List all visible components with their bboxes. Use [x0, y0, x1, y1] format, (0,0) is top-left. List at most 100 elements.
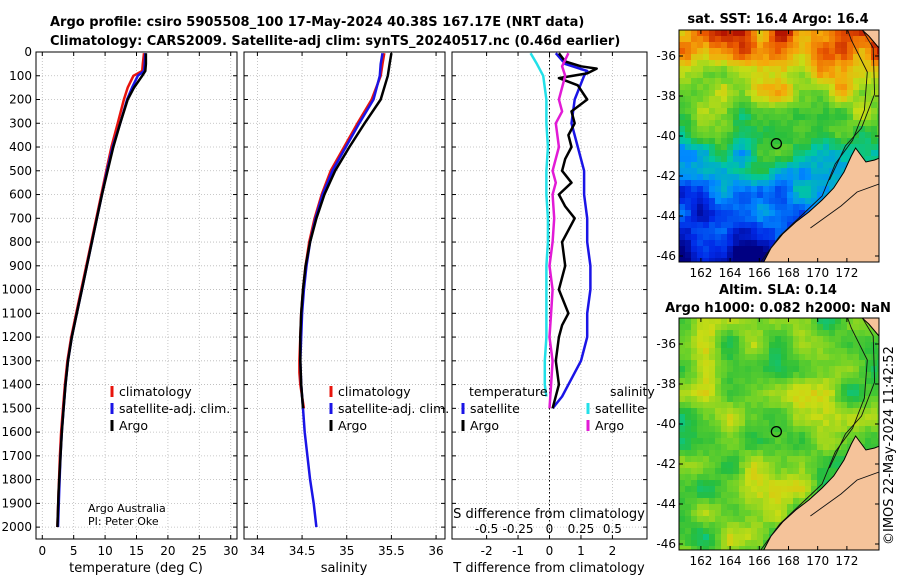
map-cell — [859, 318, 865, 324]
map-cell — [871, 402, 877, 408]
map-cell — [775, 210, 781, 216]
map-cell — [847, 318, 853, 324]
map-cell — [685, 252, 691, 258]
map-cell — [697, 186, 703, 192]
map-cell — [721, 480, 727, 486]
map-cell — [703, 138, 709, 144]
map-cell — [703, 390, 709, 396]
map-cell — [703, 522, 709, 528]
map-cell — [709, 90, 715, 96]
map-cell — [727, 348, 733, 354]
map-cell — [835, 168, 841, 174]
map-cell — [691, 114, 697, 120]
map-cell — [733, 84, 739, 90]
map-cell — [805, 450, 811, 456]
map-cell — [823, 60, 829, 66]
map-cell — [877, 84, 879, 90]
map-cell — [823, 30, 829, 36]
map-cell — [799, 120, 805, 126]
map-cell — [781, 336, 787, 342]
map-cell — [775, 468, 781, 474]
map-cell — [709, 342, 715, 348]
legend-climatology-label: climatology — [119, 384, 192, 399]
map-cell — [877, 138, 879, 144]
map-cell — [703, 504, 709, 510]
map-cell — [709, 234, 715, 240]
map-cell — [733, 504, 739, 510]
map-cell — [841, 66, 847, 72]
map-cell — [721, 96, 727, 102]
map-cell — [691, 414, 697, 420]
map-cell — [757, 252, 763, 258]
map-cell — [817, 42, 823, 48]
map-cell — [733, 468, 739, 474]
map-cell — [763, 246, 769, 252]
map-cell — [727, 234, 733, 240]
map-cell — [715, 414, 721, 420]
map-cell — [799, 336, 805, 342]
map-cell — [685, 162, 691, 168]
map-cell — [733, 234, 739, 240]
map-cell — [739, 480, 745, 486]
map-cell — [769, 462, 775, 468]
map-cell — [697, 510, 703, 516]
map-cell — [841, 48, 847, 54]
map-cell — [853, 144, 859, 150]
map-cell — [757, 150, 763, 156]
map-cell — [727, 192, 733, 198]
map-cell — [781, 120, 787, 126]
map-cell — [679, 540, 685, 546]
map-cell — [715, 540, 721, 546]
map-cell — [739, 498, 745, 504]
map-cell — [835, 456, 841, 462]
map-cell — [805, 342, 811, 348]
map-cell — [799, 342, 805, 348]
map-cell — [739, 354, 745, 360]
map-cell — [757, 78, 763, 84]
map-cell — [745, 522, 751, 528]
map-cell — [787, 510, 793, 516]
map-cell — [679, 54, 685, 60]
map-cell — [847, 132, 853, 138]
map-cell — [739, 456, 745, 462]
map-cell — [835, 72, 841, 78]
map-cell — [733, 186, 739, 192]
map-cell — [745, 324, 751, 330]
map-cell — [763, 120, 769, 126]
map-cell — [793, 330, 799, 336]
map-cell — [793, 156, 799, 162]
map-cell — [733, 492, 739, 498]
map-cell — [751, 96, 757, 102]
map-cell — [709, 66, 715, 72]
map-cell — [787, 468, 793, 474]
map-cell — [847, 342, 853, 348]
map-cell — [703, 462, 709, 468]
map-cell — [817, 402, 823, 408]
map-cell — [751, 534, 757, 540]
sla-map-subtitle: Argo h1000: 0.082 h2000: NaN — [665, 301, 891, 316]
map-cell — [823, 162, 829, 168]
map-cell — [799, 498, 805, 504]
map-cell — [829, 348, 835, 354]
map-cell — [751, 126, 757, 132]
y-tick-label: 100 — [9, 69, 32, 83]
series-salinity-argo — [548, 52, 570, 409]
map-cell — [733, 384, 739, 390]
map-cell — [679, 36, 685, 42]
map-cell — [709, 54, 715, 60]
map-cell — [745, 498, 751, 504]
map-cell — [709, 198, 715, 204]
map-cell — [685, 390, 691, 396]
map-cell — [703, 510, 709, 516]
map-cell — [859, 96, 865, 102]
map-cell — [877, 402, 879, 408]
map-cell — [877, 120, 879, 126]
map-cell — [691, 216, 697, 222]
map-cell — [715, 426, 721, 432]
map-cell — [691, 150, 697, 156]
map-cell — [805, 84, 811, 90]
map-cell — [751, 186, 757, 192]
map-cell — [763, 444, 769, 450]
map-cell — [721, 78, 727, 84]
map-cell — [841, 102, 847, 108]
